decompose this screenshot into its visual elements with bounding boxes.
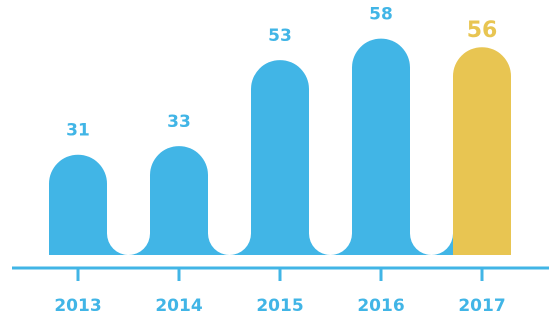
bars-group [49,38,511,255]
value-label-2015: 53 [268,26,292,46]
bar-2015 [251,60,309,255]
bar-connector-2015 [309,233,352,255]
value-labels-group: 31 33 53 58 56 [66,5,497,141]
bar-2017 [453,47,511,255]
category-label-2017: 2017 [458,296,505,316]
bar-2013 [49,154,107,255]
bar-connector-2016 [410,233,453,255]
bar-connector-2014 [208,233,251,255]
category-label-2016: 2016 [357,296,404,316]
value-label-2017: 56 [467,18,498,43]
value-label-2016: 58 [369,5,393,25]
bar-2016 [352,38,410,255]
bar-2014 [150,146,208,255]
value-label-2014: 33 [167,112,191,132]
value-label-2013: 31 [66,121,90,141]
category-label-2014: 2014 [155,296,202,316]
category-labels-group: 2013 2014 2015 2016 2017 [54,296,505,316]
x-axis-ticks [76,268,484,281]
category-label-2015: 2015 [256,296,303,316]
bar-connector-2013 [107,233,150,255]
category-label-2013: 2013 [54,296,101,316]
